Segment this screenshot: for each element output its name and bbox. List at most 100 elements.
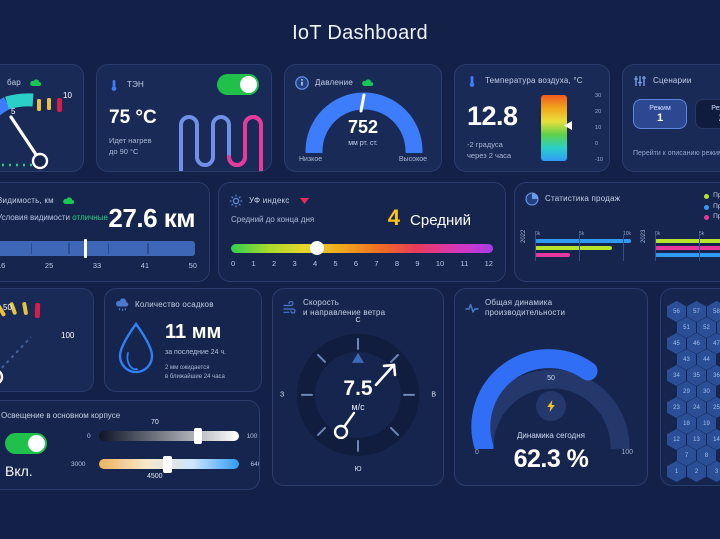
- hex-cell[interactable]: 36: [707, 365, 720, 386]
- uv-scale-5: 5: [333, 259, 338, 268]
- sun-icon: [229, 194, 243, 208]
- mode-2-number: 2: [719, 112, 720, 124]
- hex-cell[interactable]: 47: [707, 333, 720, 354]
- hex-cell[interactable]: 25: [707, 397, 720, 418]
- hex-cell[interactable]: 34: [667, 365, 686, 386]
- uv-scale-4: 4: [312, 259, 318, 268]
- card-pressure-gauge-partial[interactable]: бар 5 10: [0, 64, 84, 172]
- visibility-value: 27.6 км: [108, 203, 195, 233]
- sales-bar: [535, 239, 631, 243]
- hex-cell[interactable]: 52: [697, 317, 716, 338]
- card-lighting[interactable]: Освещение в основном корпусе Вкл. 70 0 1…: [0, 400, 260, 490]
- cloud-icon: [30, 74, 42, 92]
- scenario-mode-2[interactable]: Режим 2: [695, 99, 720, 129]
- compass-east: В: [431, 391, 436, 399]
- hex-cell[interactable]: 30: [697, 381, 716, 402]
- precipitation-title: Количество осадков: [135, 300, 214, 309]
- hex-cell[interactable]: 23: [667, 397, 686, 418]
- uv-marker[interactable]: [309, 241, 324, 255]
- uv-scale-3: 3: [292, 259, 297, 268]
- card-pressure[interactable]: Давление 752 мм рт. ст. Низкое Высокое: [284, 64, 442, 172]
- card-wind[interactable]: Скорость и направление ветра: [272, 288, 444, 486]
- legend-dot-product-3: [704, 215, 710, 221]
- legend-label-product-1: Продукт 1: [713, 192, 720, 199]
- sales-bar: [535, 253, 570, 257]
- sliders-icon: [633, 74, 647, 88]
- card-sales-statistics[interactable]: Статистика продаж Продукт 1 + Продукт 2 …: [514, 182, 720, 282]
- card-scenarios[interactable]: Сценарии Режим 1 Режим 2 Перейти к описа…: [622, 64, 720, 172]
- hex-cell[interactable]: 8: [697, 445, 716, 466]
- trend-up-icon: [362, 74, 374, 92]
- brightness-slider-track[interactable]: [99, 428, 239, 444]
- hex-cell[interactable]: 43: [677, 349, 696, 370]
- pie-chart-icon: [525, 192, 539, 206]
- uv-subtitle: Средний до конца дня: [231, 215, 315, 224]
- legend-label-product-2: Продукт 2: [713, 202, 720, 210]
- card-uv-index[interactable]: УФ индекс Средний до конца дня 4 Средний…: [218, 182, 506, 282]
- lighting-toggle[interactable]: [5, 433, 47, 454]
- card-performance[interactable]: Общая динамика производительности 50 Дин…: [454, 288, 648, 486]
- scenarios-description-link[interactable]: Перейти к описанию режимов: [633, 150, 720, 157]
- visibility-track[interactable]: [0, 239, 195, 258]
- scenario-mode-1[interactable]: Режим 1: [633, 99, 687, 129]
- hex-cell[interactable]: 13: [687, 429, 706, 450]
- hex-cell[interactable]: 44: [697, 349, 716, 370]
- hex-cell[interactable]: 29: [677, 381, 696, 402]
- pressure-title: Давление: [315, 78, 353, 87]
- bolt-icon: [536, 391, 566, 421]
- wind-compass[interactable]: [292, 329, 424, 461]
- card-heater[interactable]: ТЭН 75 °C Идет нагрев до 90 °C: [96, 64, 272, 172]
- uv-scale-9: 9: [415, 259, 420, 268]
- air-temperature-title: Температура воздуха, °C: [485, 76, 583, 85]
- sales-axis-0k: 0k: [655, 231, 661, 237]
- wind-title-line-1: Скорость: [303, 298, 340, 307]
- hex-cell[interactable]: 24: [687, 397, 706, 418]
- hex-cell[interactable]: 3: [707, 461, 720, 482]
- gauge-tick-5: 5: [11, 107, 16, 116]
- performance-title-line-1: Общая динамика: [485, 298, 553, 307]
- card-air-temperature[interactable]: Температура воздуха, °C 12.8 -2 градуса …: [454, 64, 610, 172]
- uv-scale-1: 1: [251, 259, 256, 268]
- card-visibility[interactable]: Видимость, км Условия видимости отличные…: [0, 182, 210, 282]
- uv-scale-2: 2: [271, 259, 277, 268]
- cloud-icon: [62, 192, 74, 210]
- sales-axis-0k: 0k: [535, 231, 541, 237]
- hex-cell[interactable]: 7: [677, 445, 696, 466]
- brightness-slider-handle[interactable]: [194, 428, 203, 444]
- card-precipitation[interactable]: Количество осадков 11 мм за последние 24…: [104, 288, 262, 392]
- heater-toggle[interactable]: [217, 74, 259, 95]
- card-load-gauge-partial[interactable]: 50 100: [0, 288, 94, 392]
- hex-cell[interactable]: 35: [687, 365, 706, 386]
- visibility-marker[interactable]: [84, 239, 88, 258]
- hex-cell-grid[interactable]: 5657585951525345464748434434353637293023…: [661, 289, 720, 485]
- air-temperature-note-2: через 2 часа: [467, 150, 512, 160]
- hex-cell[interactable]: 56: [667, 301, 686, 322]
- uv-title: УФ индекс: [249, 196, 290, 205]
- color-temp-slider-handle[interactable]: [163, 456, 173, 473]
- hex-cell[interactable]: 18: [677, 413, 696, 434]
- hex-cell[interactable]: 12: [667, 429, 686, 450]
- performance-scale-100: 100: [621, 449, 633, 456]
- uv-gradient-track[interactable]: [231, 241, 493, 255]
- hex-cell[interactable]: 1: [667, 461, 686, 482]
- compass-west: З: [280, 391, 285, 399]
- color-temp-slider-track[interactable]: [99, 456, 239, 473]
- hex-cell[interactable]: 58: [707, 301, 720, 322]
- hex-cell[interactable]: 2: [687, 461, 706, 482]
- brightness-min: 0: [87, 433, 91, 440]
- hex-cell[interactable]: 51: [677, 317, 696, 338]
- trend-down-icon: [299, 192, 310, 210]
- air-temperature-note-1: -2 градуса: [467, 140, 503, 149]
- hex-cell[interactable]: 53: [717, 317, 720, 338]
- hex-cell[interactable]: 57: [687, 301, 706, 322]
- hex-cell[interactable]: 45: [667, 333, 686, 354]
- card-hex-grid[interactable]: 5657585951525345464748434434353637293023…: [660, 288, 720, 486]
- hex-cell[interactable]: 19: [697, 413, 716, 434]
- sales-bar: [655, 246, 720, 250]
- performance-caption: Динамика сегодня: [517, 431, 585, 440]
- heater-value: 75 °C: [109, 107, 157, 128]
- hex-cell[interactable]: 14: [707, 429, 720, 450]
- hex-cell[interactable]: 46: [687, 333, 706, 354]
- uv-scale: 0 1 2 3 4 5 6 7 8 9 10 11 12: [231, 259, 493, 268]
